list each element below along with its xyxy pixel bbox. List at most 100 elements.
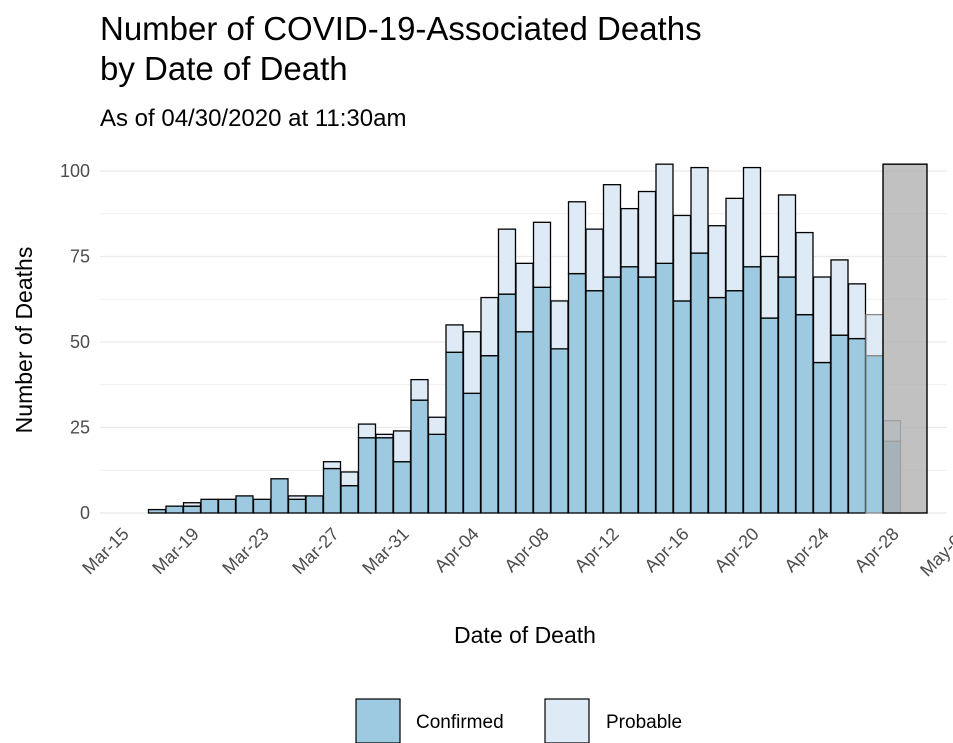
bar-probable [690, 166, 709, 254]
bar-confirmed [480, 355, 499, 514]
x-tick-label: May-02 [916, 524, 953, 581]
bar-confirmed [760, 317, 779, 514]
bar-probable [287, 495, 307, 500]
bar-confirmed [462, 392, 482, 514]
y-tick-label: 75 [70, 247, 90, 267]
bar-probable [550, 300, 569, 350]
bar-probable [340, 471, 359, 487]
bar-confirmed [532, 286, 552, 514]
x-tick-label: Apr-16 [640, 524, 692, 576]
x-tick-label: Mar-23 [218, 524, 272, 578]
bar-confirmed [217, 498, 237, 514]
chart-subtitle: As of 04/30/2020 at 11:30am [100, 105, 406, 132]
bar-confirmed [742, 266, 762, 514]
chart-title-line-1: Number of COVID-19-Associated Deaths [100, 10, 702, 47]
pending-region [882, 163, 928, 514]
bar-probable [620, 207, 639, 268]
x-tick-label: Mar-31 [358, 524, 412, 578]
bar-probable [672, 214, 692, 302]
bar-confirmed [340, 484, 359, 514]
bar-confirmed [147, 508, 167, 514]
x-axis-ticks: Mar-15 Mar-19 Mar-23 Mar-27 Mar-31 Apr-04 Apr-… [78, 524, 953, 581]
y-axis-title: Number of Deaths [11, 247, 37, 434]
bar-confirmed [865, 355, 884, 514]
bar-confirmed [497, 293, 517, 514]
bar-confirmed [777, 276, 797, 514]
bar-confirmed [165, 505, 184, 514]
bar-probable [515, 262, 534, 333]
bar-confirmed [795, 313, 814, 514]
bar-confirmed [567, 272, 587, 514]
bar-confirmed [515, 331, 534, 514]
legend: Confirmed Probable [355, 698, 682, 743]
bar-probable [812, 276, 832, 364]
legend-probable-label: Probable [606, 712, 682, 733]
bar-probable [847, 283, 867, 340]
bar-probable [567, 201, 587, 275]
bar-confirmed [235, 495, 254, 514]
bar-probable [830, 259, 849, 336]
bar-probable [392, 430, 412, 463]
bar-probable [742, 166, 762, 268]
x-tick-label: Apr-24 [780, 524, 832, 576]
legend-confirmed-swatch [355, 698, 401, 743]
x-tick-label: Apr-12 [570, 524, 622, 576]
bar-confirmed [410, 399, 429, 514]
chart-title-line-2: by Date of Death [100, 50, 348, 87]
bar-probable [532, 221, 552, 288]
bar-confirmed [690, 252, 709, 514]
bar-confirmed [672, 300, 692, 514]
bar-confirmed [550, 348, 569, 514]
bar-probable [777, 194, 797, 278]
bar-confirmed [602, 276, 622, 514]
bar-probable [655, 163, 674, 264]
bar-probable [707, 225, 727, 299]
bars [147, 163, 902, 514]
bar-confirmed [322, 467, 342, 514]
bar-probable [462, 331, 482, 394]
x-axis-title: Date of Death [454, 622, 596, 648]
bar-confirmed [725, 290, 744, 514]
bar-probable [427, 416, 447, 435]
y-tick-label: 25 [70, 418, 90, 438]
bar-probable [445, 324, 464, 353]
bar-confirmed [585, 290, 604, 514]
bar-confirmed [357, 437, 377, 514]
bar-confirmed [305, 495, 324, 514]
bar-confirmed [637, 276, 657, 514]
x-tick-label: Mar-27 [288, 524, 342, 578]
bar-probable [322, 461, 342, 470]
bar-probable [480, 296, 499, 357]
bar-probable [795, 231, 814, 316]
bar-probable [602, 184, 622, 278]
y-tick-label: 100 [60, 161, 90, 181]
x-tick-label: Apr-08 [500, 524, 552, 576]
bar-confirmed [375, 437, 394, 514]
bar-confirmed [830, 334, 849, 514]
y-tick-label: 0 [80, 503, 90, 523]
bar-confirmed [427, 433, 447, 514]
x-tick-label: Mar-19 [148, 524, 202, 578]
x-tick-label: Apr-28 [850, 524, 902, 576]
bar-probable [375, 433, 394, 439]
bar-confirmed [270, 478, 289, 514]
bar-probable [725, 197, 744, 292]
y-axis-ticks: 0 25 50 75 100 [60, 161, 90, 523]
legend-probable-swatch [544, 698, 590, 743]
bar-confirmed [252, 498, 272, 514]
bar-probable [410, 378, 429, 401]
bar-probable [182, 502, 202, 507]
bar-confirmed [287, 498, 307, 514]
bar-probable [357, 423, 377, 439]
y-tick-label: 50 [70, 332, 90, 352]
bar-confirmed [392, 461, 412, 514]
bar-probable [497, 228, 517, 295]
bar-confirmed [847, 337, 867, 514]
bar-confirmed [655, 262, 674, 514]
bar-probable [637, 190, 657, 278]
bar-confirmed [812, 361, 832, 514]
bar-confirmed [445, 351, 464, 514]
bar-confirmed [182, 505, 202, 514]
bar-probable [760, 255, 779, 319]
